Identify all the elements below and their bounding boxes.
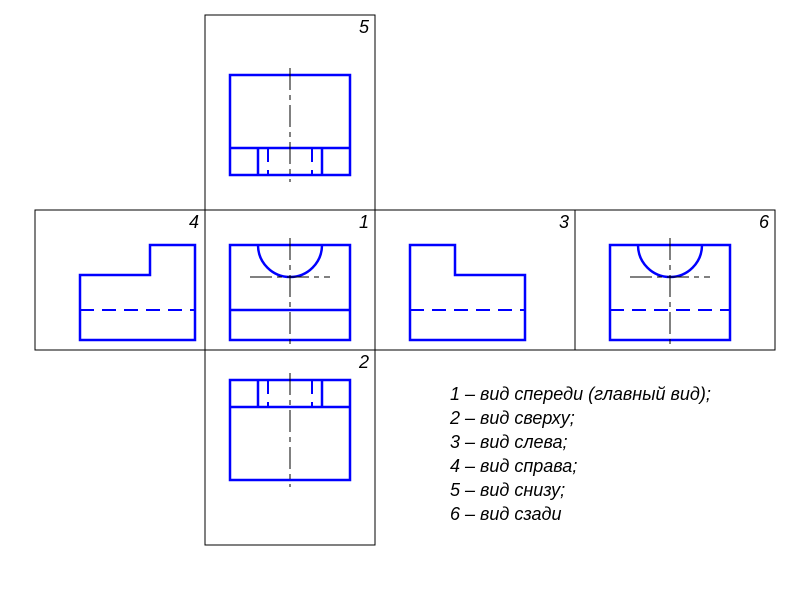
panel-4 (35, 210, 205, 350)
view3-outline (410, 245, 525, 340)
panel-label-6: 6 (759, 212, 770, 232)
view4-outline (80, 245, 195, 340)
panel-3 (375, 210, 575, 350)
panel-label-3: 3 (559, 212, 569, 232)
panel-label-5: 5 (359, 17, 370, 37)
legend-line-3: 3 – вид слева; (450, 432, 568, 452)
orthographic-views-diagram: 5 4 1 3 6 2 1 – вид спереди (главный вид); 2 – … (0, 0, 800, 600)
panel-label-4: 4 (189, 212, 199, 232)
panel-6 (575, 210, 775, 350)
legend-line-2: 2 – вид сверху; (449, 408, 575, 428)
panel-label-1: 1 (359, 212, 369, 232)
legend-line-1: 1 – вид спереди (главный вид); (450, 384, 711, 404)
legend-line-5: 5 – вид снизу; (450, 480, 565, 500)
legend-line-6: 6 – вид сзади (450, 504, 562, 524)
legend-line-4: 4 – вид справа; (450, 456, 577, 476)
panel-label-2: 2 (358, 352, 369, 372)
